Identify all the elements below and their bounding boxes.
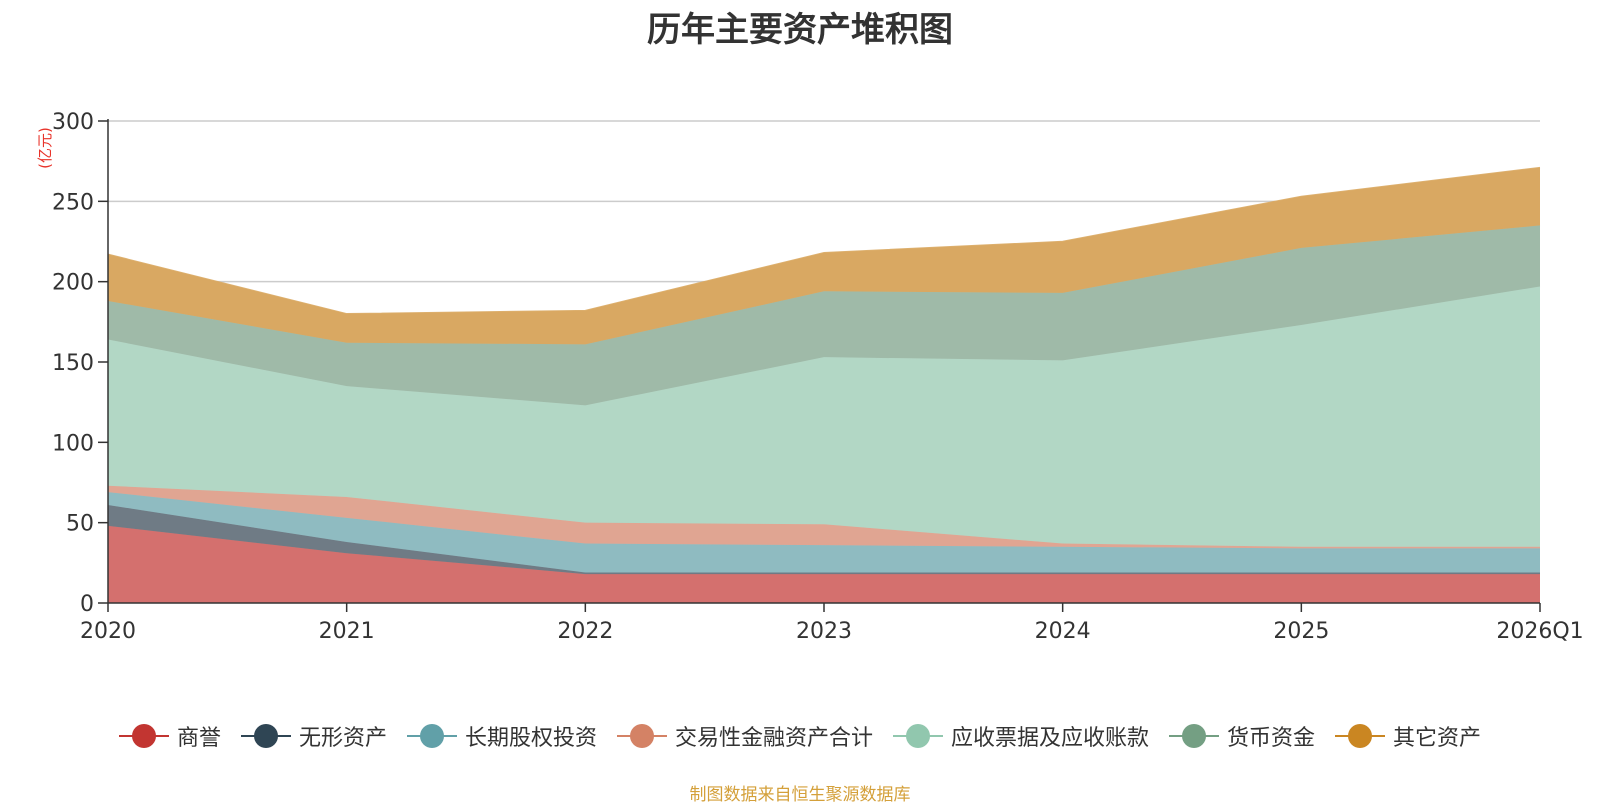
legend-label: 无形资产 xyxy=(298,726,387,751)
y-tick-label: 250 xyxy=(52,190,94,215)
area-series-6 xyxy=(108,167,1540,345)
legend-item-0[interactable]: 商誉 xyxy=(118,720,221,752)
legend-marker-icon xyxy=(1169,724,1220,748)
area-series-4 xyxy=(108,286,1540,547)
y-tick-label: 100 xyxy=(52,431,94,456)
area-series xyxy=(107,166,1541,603)
legend-marker-icon xyxy=(240,724,291,748)
legend-label: 长期股权投资 xyxy=(464,726,597,751)
x-tick-label: 2022 xyxy=(557,619,613,644)
legend-item-1[interactable]: 无形资产 xyxy=(240,720,387,752)
legend-marker-icon xyxy=(118,724,169,748)
legend-label: 商誉 xyxy=(176,726,221,751)
legend-item-4[interactable]: 应收票据及应收账款 xyxy=(893,720,1149,752)
source-note: 制图数据来自恒生聚源数据库 xyxy=(689,785,911,805)
legend-item-5[interactable]: 货币资金 xyxy=(1169,720,1315,752)
x-tick-label: 2025 xyxy=(1273,619,1329,644)
legend-marker-icon xyxy=(406,724,457,748)
legend-marker-icon xyxy=(616,724,667,748)
x-tick-label: 2021 xyxy=(319,619,375,644)
legend-label: 应收票据及应收账款 xyxy=(951,726,1150,751)
y-axis-unit-label: (亿元) xyxy=(36,127,54,169)
y-tick-label: 150 xyxy=(52,351,94,376)
area-series-3 xyxy=(108,485,1540,549)
x-tick-label: 2020 xyxy=(80,619,136,644)
y-tick-label: 300 xyxy=(52,110,94,135)
legend-marker-icon xyxy=(1335,724,1386,748)
legend-item-3[interactable]: 交易性金融资产合计 xyxy=(616,720,873,752)
chart-title: 历年主要资产堆积图 xyxy=(647,10,953,50)
area-series-0 xyxy=(108,525,1540,603)
x-tick-label: 2023 xyxy=(796,619,852,644)
legend-item-6[interactable]: 其它资产 xyxy=(1335,720,1481,752)
y-tick-label: 50 xyxy=(66,512,94,537)
legend-label: 其它资产 xyxy=(1393,726,1482,751)
x-tick-label: 2024 xyxy=(1035,619,1091,644)
area-series-2 xyxy=(108,492,1540,573)
legend-label: 货币资金 xyxy=(1227,726,1316,751)
y-tick-label: 200 xyxy=(52,271,94,296)
legend-label: 交易性金融资产合计 xyxy=(674,726,873,751)
axes: 0 50 100 150 200 250 300 2020 2021 2022 2023 2024 20… xyxy=(52,110,1584,644)
legend-item-2[interactable]: 长期股权投资 xyxy=(406,720,597,752)
y-tick-label: 0 xyxy=(80,592,94,617)
series-top-line-6 xyxy=(107,166,1541,315)
legend: 商誉 无形资产 长期股权投资 交易性金融资产合计 应收票据及应收账款 货币资金 其它资产 xyxy=(0,720,1600,752)
x-tick-label: 2026Q1 xyxy=(1496,619,1583,644)
legend-marker-icon xyxy=(893,724,943,748)
